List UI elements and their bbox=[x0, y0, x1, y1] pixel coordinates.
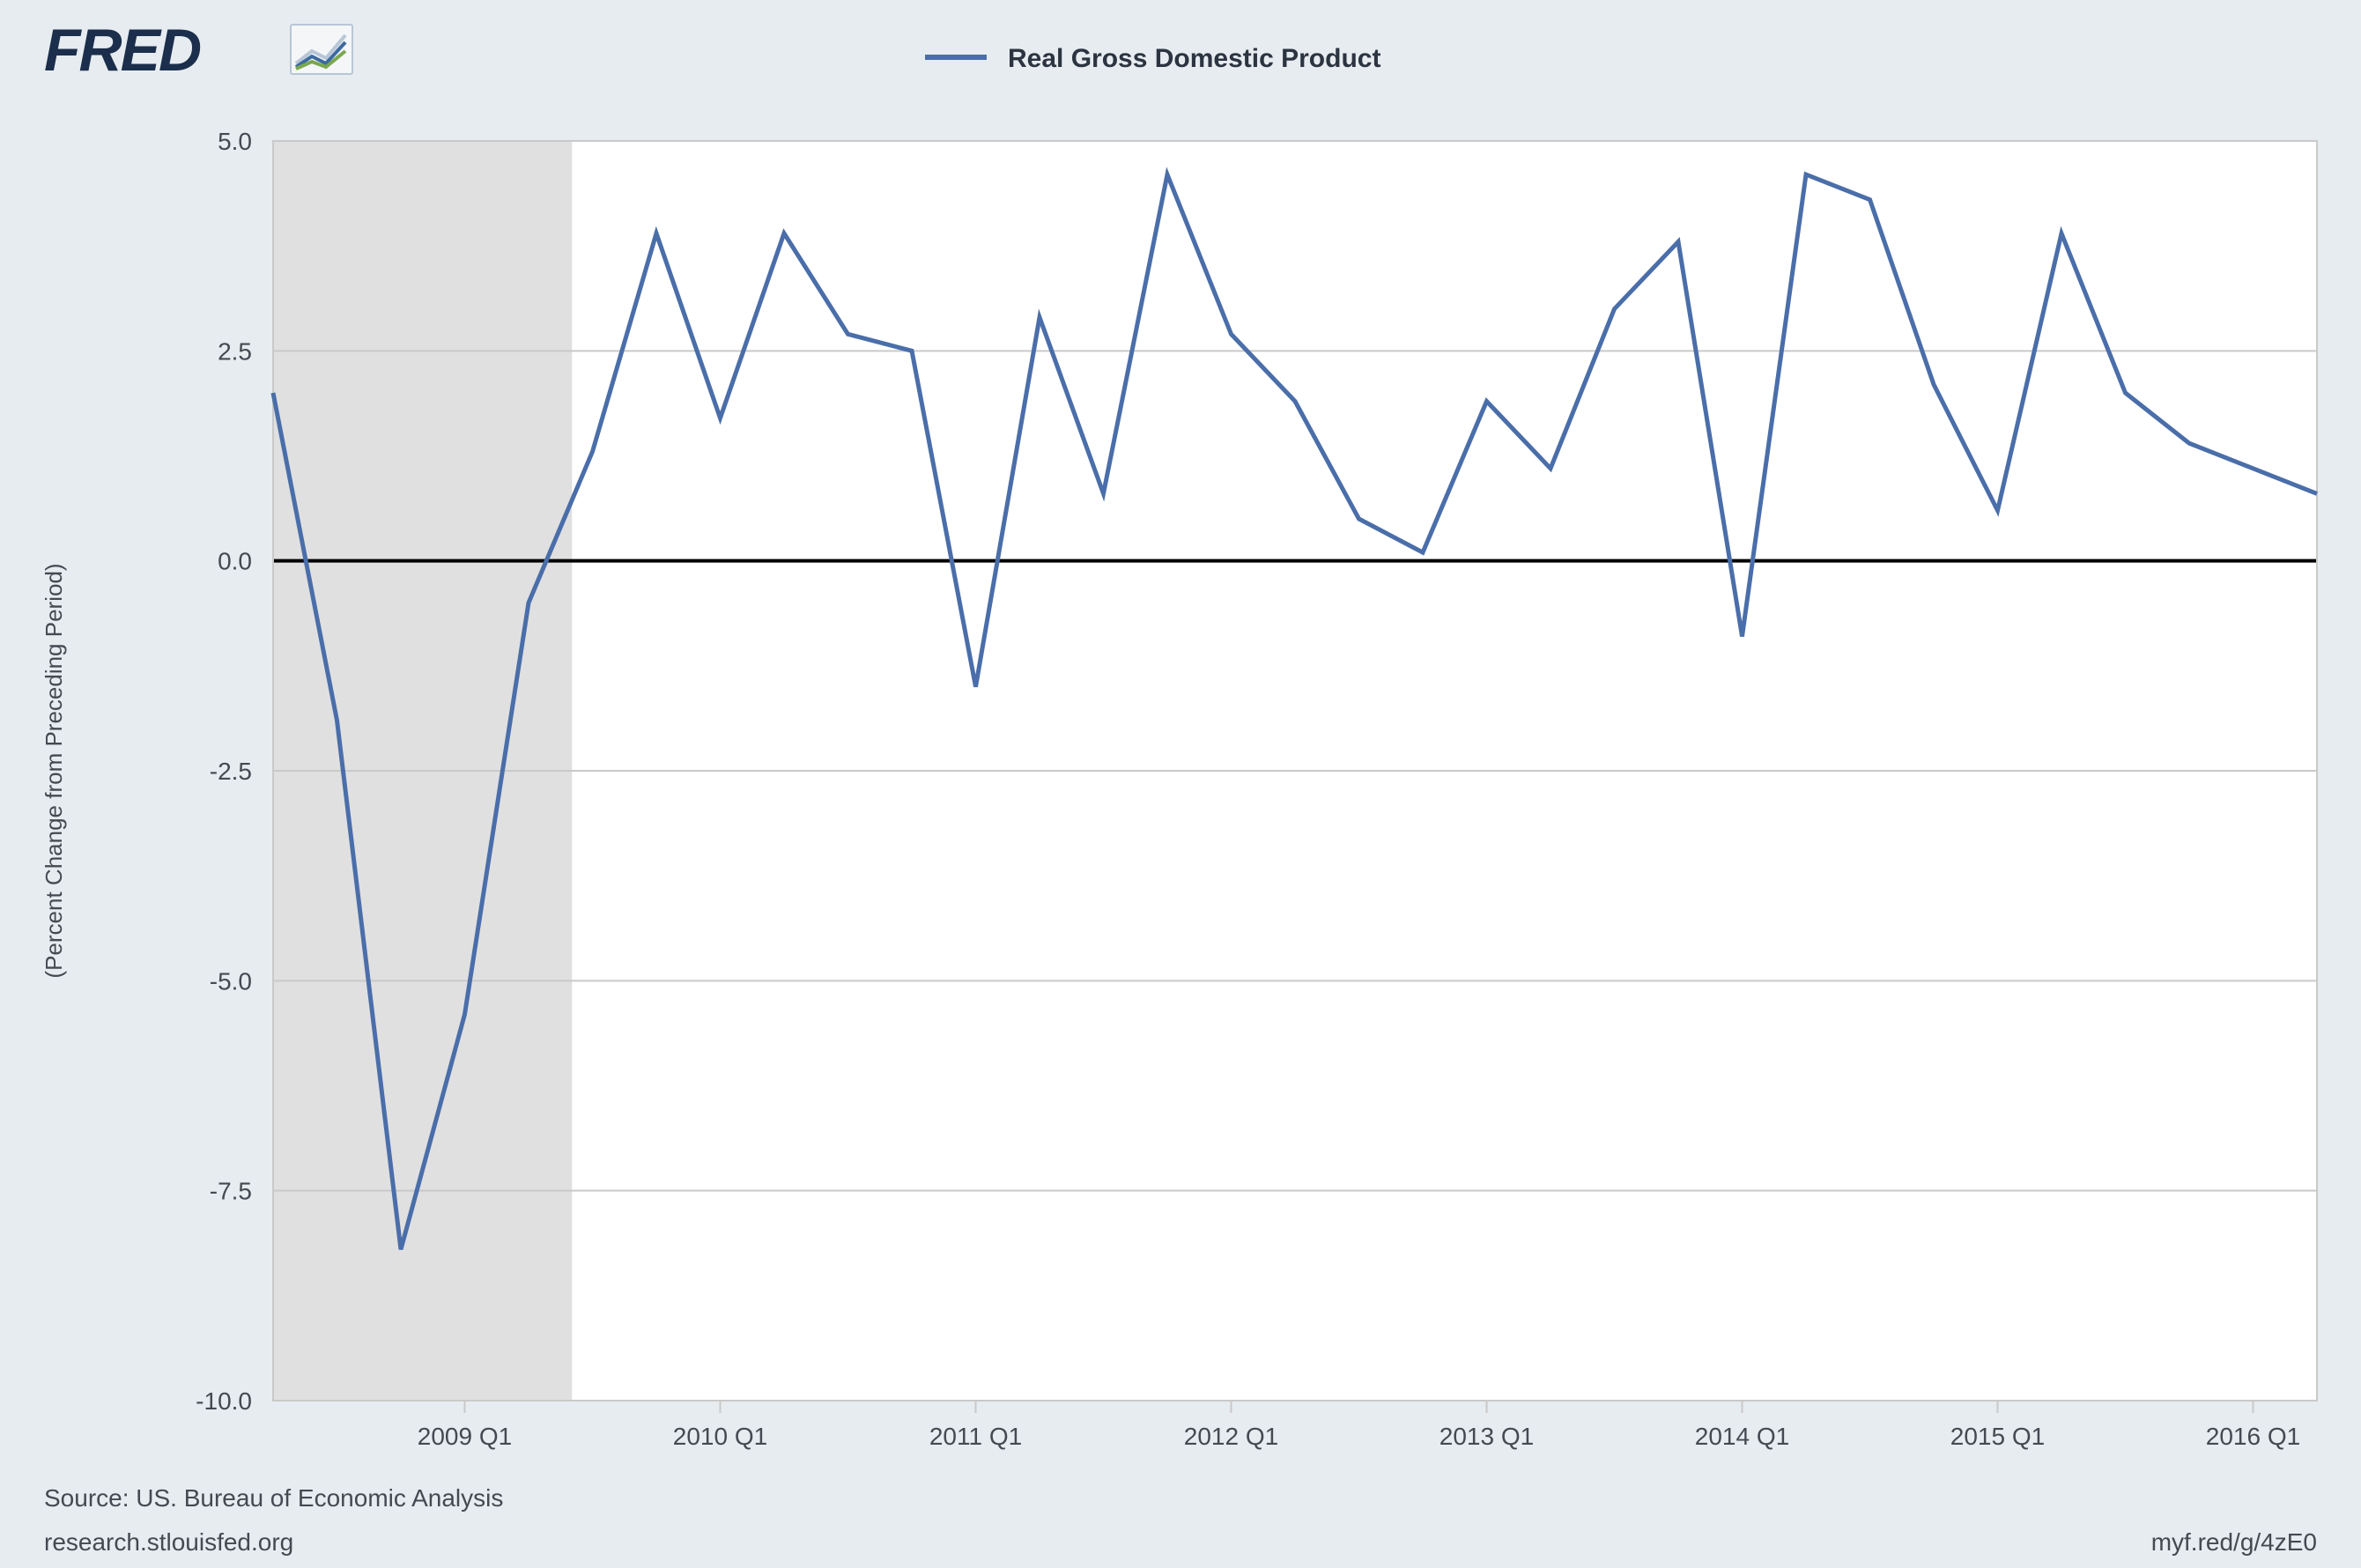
x-tick-label: 2009 Q1 bbox=[418, 1423, 512, 1450]
legend-label: Real Gross Domestic Product bbox=[1008, 44, 1380, 73]
footer-site: research.stlouisfed.org bbox=[44, 1528, 293, 1556]
y-tick-label: -2.5 bbox=[210, 758, 252, 785]
y-tick-label: -7.5 bbox=[210, 1178, 252, 1205]
x-tick-label: 2016 Q1 bbox=[2206, 1423, 2300, 1450]
y-tick-label: -5.0 bbox=[210, 967, 252, 995]
footer-source: Source: US. Bureau of Economic Analysis bbox=[44, 1484, 503, 1512]
logo-text: FRED bbox=[44, 17, 201, 84]
x-tick-label: 2014 Q1 bbox=[1695, 1423, 1789, 1450]
y-tick-label: -10.0 bbox=[196, 1387, 252, 1415]
x-tick-label: 2013 Q1 bbox=[1440, 1423, 1534, 1450]
x-tick-label: 2011 Q1 bbox=[929, 1423, 1022, 1450]
chart-container: -10.0 -7.5 -5.0 -2.5 0.0 2.5 5.0 2009 Q1 2010 Q1… bbox=[0, 0, 2361, 1568]
y-tick-label: 0.0 bbox=[218, 548, 252, 575]
footer-shortlink: myf.red/g/4zE0 bbox=[2151, 1528, 2317, 1556]
y-tick-label: 2.5 bbox=[218, 337, 252, 365]
x-tick-label: 2010 Q1 bbox=[673, 1423, 767, 1450]
x-tick-label: 2012 Q1 bbox=[1184, 1423, 1278, 1450]
y-tick-label: 5.0 bbox=[218, 128, 252, 155]
y-axis-label: (Percent Change from Preceding Period) bbox=[41, 563, 67, 978]
x-tick-label: 2015 Q1 bbox=[1950, 1423, 2045, 1450]
fred-logo: FRED bbox=[44, 17, 352, 84]
